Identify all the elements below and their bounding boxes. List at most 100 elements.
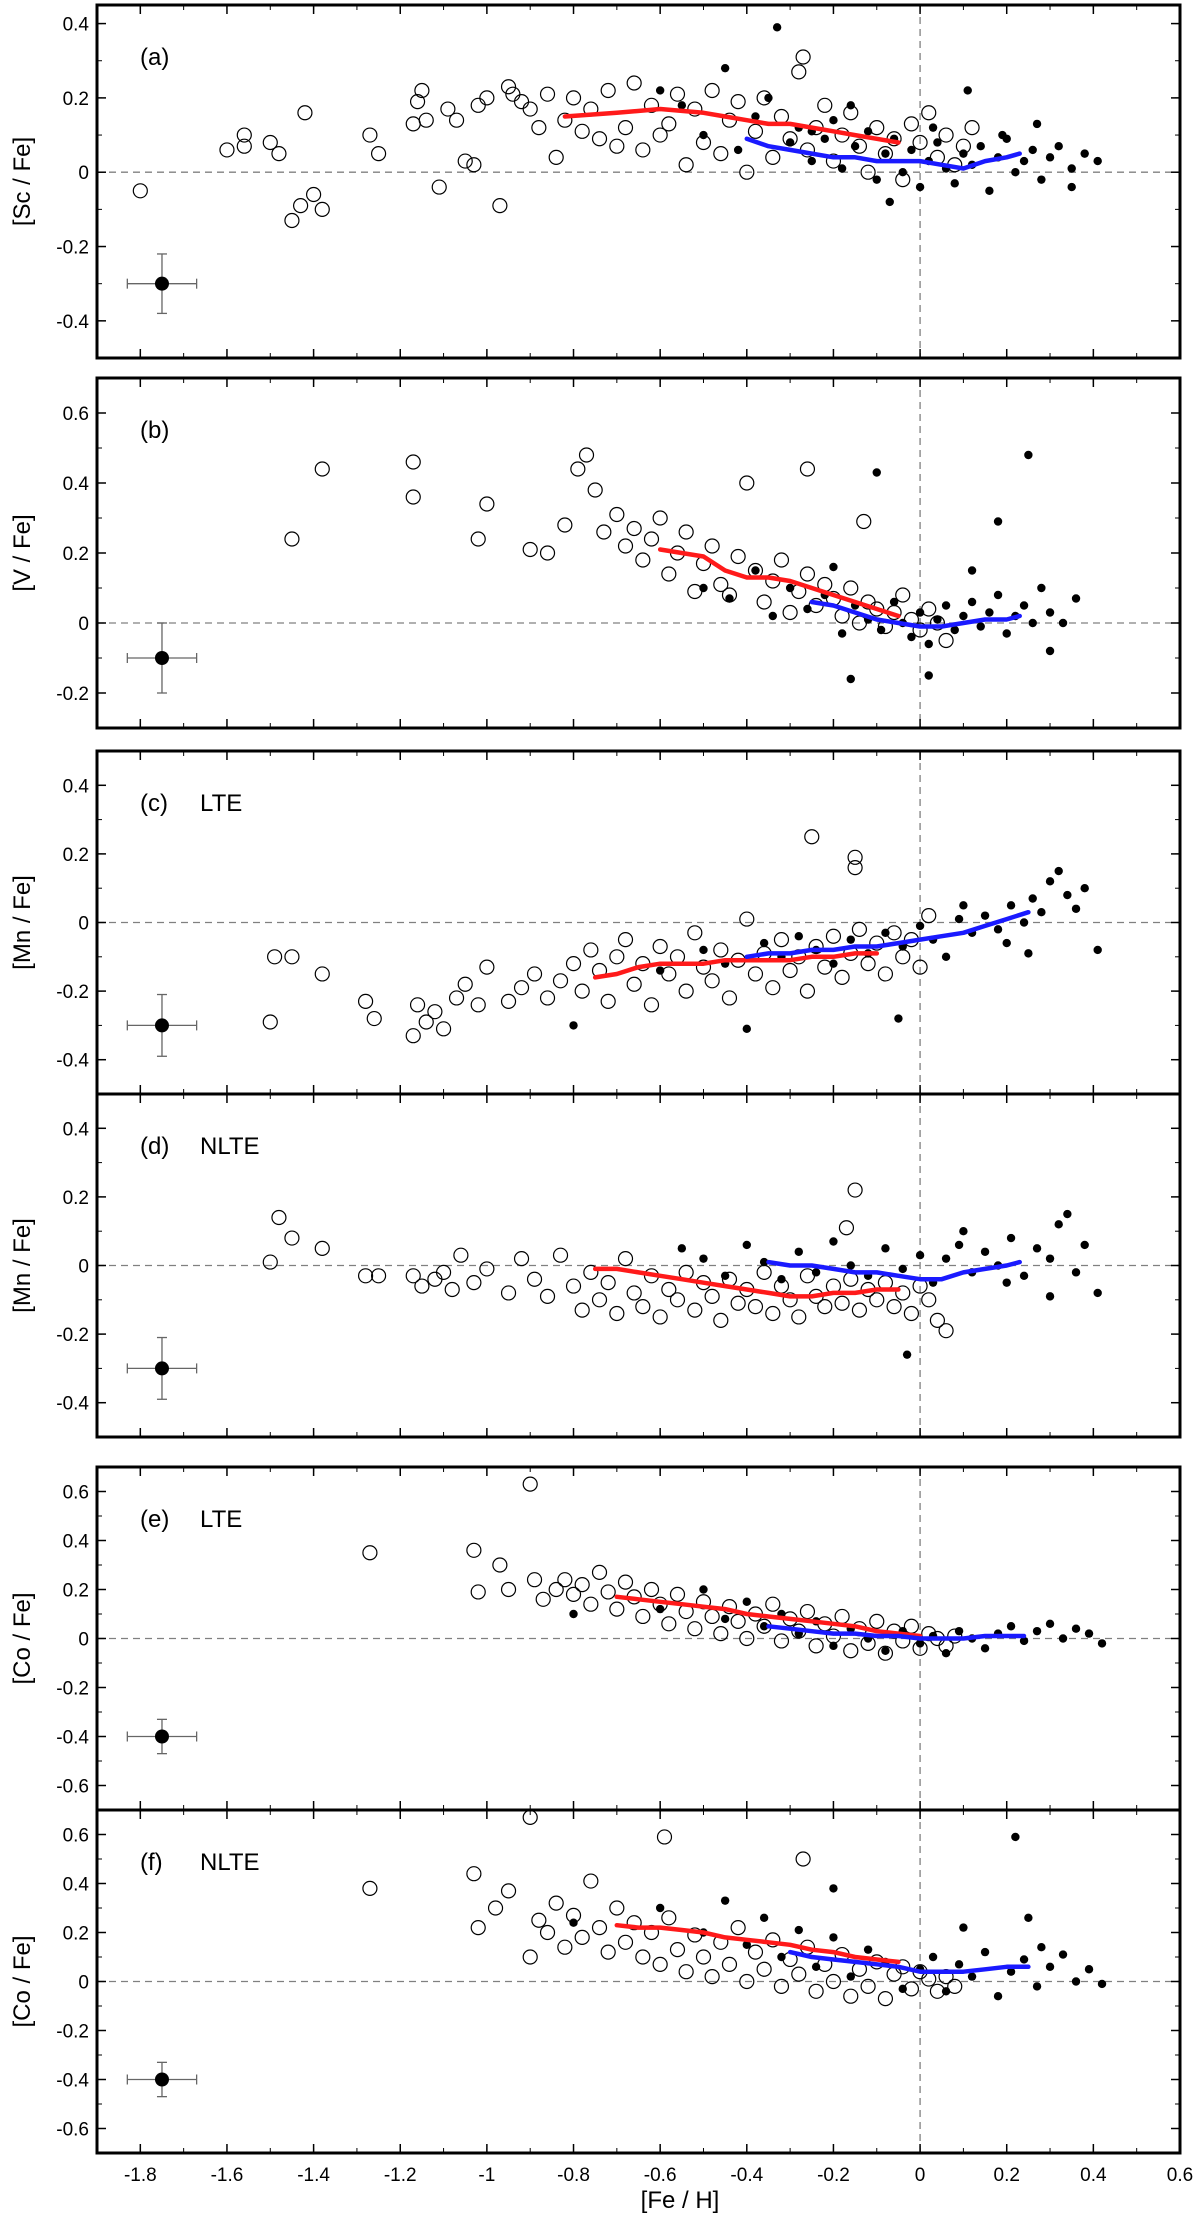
filled-marker (720, 1271, 730, 1280)
open-marker (526, 1572, 543, 1588)
open-marker (574, 1302, 590, 1318)
open-marker (695, 959, 712, 975)
open-marker (626, 75, 642, 91)
filled-marker (820, 134, 829, 143)
open-marker (591, 131, 608, 147)
filled-marker (1058, 618, 1068, 628)
filled-marker (829, 562, 838, 572)
filled-marker (980, 1644, 990, 1653)
filled-marker (733, 145, 743, 155)
filled-marker (725, 594, 734, 603)
thick-disk-trend (592, 951, 880, 980)
open-marker (600, 993, 616, 1009)
open-marker (730, 1295, 746, 1311)
filled-marker (1019, 601, 1029, 610)
filled-marker (699, 1585, 708, 1594)
open-marker (435, 1264, 452, 1280)
open-marker (409, 997, 426, 1013)
filled-marker (655, 1903, 665, 1913)
filled-marker (1063, 890, 1072, 900)
open-marker (687, 925, 703, 941)
filled-marker (768, 611, 777, 621)
open-marker (357, 1268, 374, 1284)
plot-area (362, 1476, 1107, 1661)
y-tick-label: 0.4 (63, 1875, 90, 1896)
filled-marker (1054, 866, 1063, 876)
filled-marker (1002, 1278, 1011, 1287)
open-marker (747, 1299, 764, 1315)
open-marker (834, 969, 850, 985)
y-tick-label: 0.2 (63, 544, 89, 565)
open-marker (570, 461, 586, 477)
filled-marker (1019, 1955, 1029, 1964)
y-tick-label: -0.2 (56, 238, 89, 259)
open-marker (877, 1991, 894, 2007)
open-marker (678, 157, 694, 173)
open-marker (869, 1292, 885, 1308)
open-marker (730, 1613, 746, 1629)
filled-marker (1054, 1220, 1063, 1229)
panel-label: (b) (140, 417, 169, 444)
open-marker (635, 1949, 651, 1965)
filled-marker (1045, 1292, 1055, 1301)
error-bar-marker (154, 2072, 169, 2087)
filled-marker (1019, 156, 1029, 166)
open-marker (236, 138, 252, 154)
open-marker (765, 1305, 781, 1322)
filled-marker (993, 1992, 1003, 2001)
open-marker (886, 1966, 902, 1982)
open-marker (370, 146, 387, 162)
filled-marker (759, 1913, 769, 1923)
open-marker (552, 973, 569, 989)
filled-marker (1067, 182, 1076, 192)
x-tick-label: -0.6 (644, 2165, 677, 2186)
filled-marker (846, 674, 855, 684)
open-marker (721, 990, 738, 1006)
filled-marker (954, 1626, 964, 1636)
panel-a: -0.4 -0.2 0 0.2 0.4 [Sc / Fe] (a) (9, 3, 1182, 360)
filled-marker (811, 1268, 821, 1277)
panel-d: -0.4 -0.2 0 0.2 0.4 [Mn / Fe] (d) NLTE (9, 1092, 1182, 1439)
filled-marker (1019, 918, 1029, 927)
open-marker (526, 966, 543, 982)
filled-marker (954, 914, 964, 924)
open-marker (938, 1323, 954, 1339)
open-marker (791, 1309, 807, 1325)
open-marker (869, 1613, 885, 1629)
filled-marker (998, 130, 1007, 140)
open-marker (271, 146, 287, 162)
filled-marker (976, 142, 985, 151)
filled-marker (1011, 1832, 1020, 1842)
filled-marker (794, 1925, 803, 1935)
open-marker (869, 935, 885, 951)
open-marker (427, 1004, 443, 1020)
open-marker (773, 552, 790, 568)
open-marker (284, 1230, 300, 1246)
open-marker (799, 566, 816, 582)
thin-disk-trend (744, 909, 1031, 960)
open-marker (557, 1939, 573, 1955)
panel-f: -0.6 -0.4 -0.2 0 0.2 0.4 0.6 [Co / Fe] (f) NLTE (9, 1808, 1182, 2155)
open-marker (617, 538, 634, 554)
open-marker (565, 1278, 582, 1294)
x-tick-label: 0.4 (1080, 2165, 1107, 2186)
open-marker (617, 1251, 634, 1267)
open-marker (548, 1895, 564, 1911)
filled-marker (720, 63, 730, 73)
thick-disk-trend (657, 547, 901, 619)
open-marker (747, 123, 764, 139)
filled-marker (759, 1257, 769, 1267)
open-marker (314, 461, 330, 477)
filled-marker (699, 130, 708, 140)
open-marker (669, 86, 686, 102)
open-marker (500, 1581, 517, 1598)
y-tick-label: 0 (78, 1973, 89, 1994)
filled-marker (569, 1021, 578, 1030)
open-marker (795, 49, 811, 65)
filled-marker (1011, 168, 1020, 177)
y-tick-label: -0.2 (56, 684, 89, 705)
open-marker (505, 86, 521, 102)
open-marker (847, 1182, 863, 1198)
filled-marker (837, 629, 847, 638)
open-marker (609, 1305, 625, 1322)
